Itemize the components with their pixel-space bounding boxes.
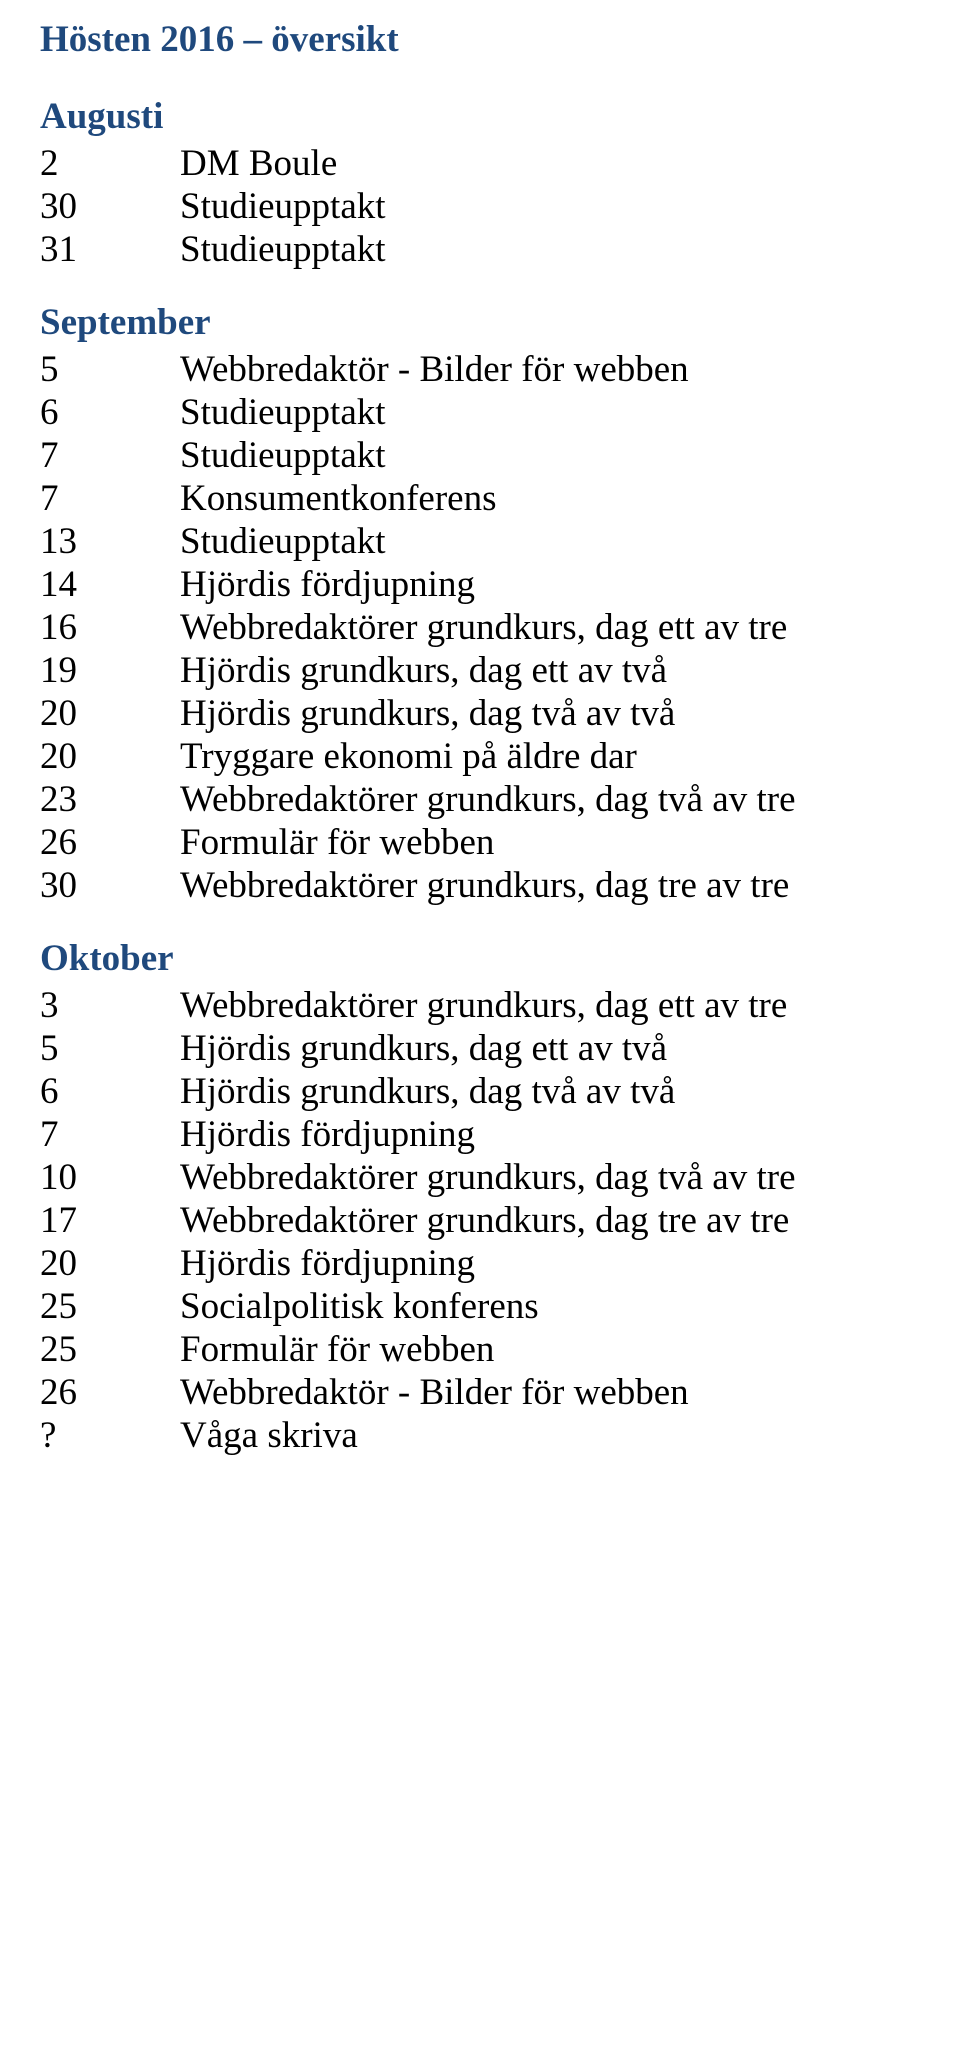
schedule-row: 7 Konsumentkonferens [40, 477, 920, 520]
schedule-day: 25 [40, 1285, 180, 1328]
schedule-row: 23 Webbredaktörer grundkurs, dag två av … [40, 778, 920, 821]
schedule-event: Studieupptakt [180, 434, 386, 477]
schedule-event: Hjördis grundkurs, dag ett av två [180, 649, 667, 692]
schedule-event: Studieupptakt [180, 520, 386, 563]
schedule-day: 19 [40, 649, 180, 692]
schedule-row: ? Våga skriva [40, 1414, 920, 1457]
schedule-event: Studieupptakt [180, 185, 386, 228]
section-title-augusti: Augusti [40, 95, 920, 138]
schedule-day: 3 [40, 984, 180, 1027]
schedule-event: Socialpolitisk konferens [180, 1285, 539, 1328]
schedule-row: 2 DM Boule [40, 142, 920, 185]
schedule-row: 25 Formulär för webben [40, 1328, 920, 1371]
schedule-event: Webbredaktörer grundkurs, dag tre av tre [180, 1199, 789, 1242]
schedule-day: 6 [40, 391, 180, 434]
schedule-day: 7 [40, 434, 180, 477]
schedule-event: Hjördis grundkurs, dag två av två [180, 1070, 675, 1113]
schedule-day: 13 [40, 520, 180, 563]
schedule-day: 7 [40, 477, 180, 520]
schedule-event: Formulär för webben [180, 821, 494, 864]
schedule-event: Formulär för webben [180, 1328, 494, 1371]
schedule-event: Webbredaktörer grundkurs, dag ett av tre [180, 984, 787, 1027]
schedule-row: 26 Webbredaktör - Bilder för webben [40, 1371, 920, 1414]
schedule-row: 19 Hjördis grundkurs, dag ett av två [40, 649, 920, 692]
schedule-row: 17 Webbredaktörer grundkurs, dag tre av … [40, 1199, 920, 1242]
schedule-day: 20 [40, 735, 180, 778]
schedule-event: Studieupptakt [180, 391, 386, 434]
schedule-event: Webbredaktör - Bilder för webben [180, 1371, 689, 1414]
schedule-row: 13 Studieupptakt [40, 520, 920, 563]
schedule-day: 10 [40, 1156, 180, 1199]
schedule-day: 30 [40, 864, 180, 907]
schedule-day: 26 [40, 1371, 180, 1414]
schedule-day: 31 [40, 228, 180, 271]
schedule-row: 16 Webbredaktörer grundkurs, dag ett av … [40, 606, 920, 649]
schedule-event: Webbredaktör - Bilder för webben [180, 348, 689, 391]
schedule-day: 6 [40, 1070, 180, 1113]
schedule-event: Webbredaktörer grundkurs, dag två av tre [180, 1156, 796, 1199]
schedule-day: 16 [40, 606, 180, 649]
schedule-event: DM Boule [180, 142, 337, 185]
schedule-event: Webbredaktörer grundkurs, dag tre av tre [180, 864, 789, 907]
schedule-event: Våga skriva [180, 1414, 358, 1457]
schedule-row: 14 Hjördis fördjupning [40, 563, 920, 606]
schedule-row: 31 Studieupptakt [40, 228, 920, 271]
schedule-day: 14 [40, 563, 180, 606]
schedule-row: 20 Hjördis grundkurs, dag två av två [40, 692, 920, 735]
schedule-day: ? [40, 1414, 180, 1457]
schedule-event: Konsumentkonferens [180, 477, 497, 520]
schedule-day: 25 [40, 1328, 180, 1371]
schedule-day: 30 [40, 185, 180, 228]
schedule-row: 20 Hjördis fördjupning [40, 1242, 920, 1285]
schedule-day: 2 [40, 142, 180, 185]
schedule-day: 20 [40, 692, 180, 735]
schedule-row: 5 Webbredaktör - Bilder för webben [40, 348, 920, 391]
schedule-day: 7 [40, 1113, 180, 1156]
page-title: Hösten 2016 – översikt [40, 18, 920, 61]
schedule-event: Hjördis grundkurs, dag två av två [180, 692, 675, 735]
schedule-row: 26 Formulär för webben [40, 821, 920, 864]
schedule-row: 30 Webbredaktörer grundkurs, dag tre av … [40, 864, 920, 907]
schedule-event: Webbredaktörer grundkurs, dag två av tre [180, 778, 796, 821]
schedule-day: 26 [40, 821, 180, 864]
section-title-oktober: Oktober [40, 937, 920, 980]
schedule-row: 5 Hjördis grundkurs, dag ett av två [40, 1027, 920, 1070]
schedule-row: 30 Studieupptakt [40, 185, 920, 228]
section-title-september: September [40, 301, 920, 344]
schedule-row: 6 Hjördis grundkurs, dag två av två [40, 1070, 920, 1113]
schedule-day: 5 [40, 1027, 180, 1070]
schedule-event: Tryggare ekonomi på äldre dar [180, 735, 637, 778]
schedule-event: Hjördis grundkurs, dag ett av två [180, 1027, 667, 1070]
schedule-row: 6 Studieupptakt [40, 391, 920, 434]
section-rows-september: 5 Webbredaktör - Bilder för webben 6 Stu… [40, 348, 920, 907]
schedule-event: Hjördis fördjupning [180, 1242, 475, 1285]
schedule-row: 7 Studieupptakt [40, 434, 920, 477]
schedule-row: 25 Socialpolitisk konferens [40, 1285, 920, 1328]
schedule-row: 3 Webbredaktörer grundkurs, dag ett av t… [40, 984, 920, 1027]
schedule-event: Hjördis fördjupning [180, 563, 475, 606]
schedule-event: Webbredaktörer grundkurs, dag ett av tre [180, 606, 787, 649]
section-rows-oktober: 3 Webbredaktörer grundkurs, dag ett av t… [40, 984, 920, 1457]
schedule-day: 17 [40, 1199, 180, 1242]
schedule-row: 7 Hjördis fördjupning [40, 1113, 920, 1156]
schedule-event: Studieupptakt [180, 228, 386, 271]
schedule-row: 20 Tryggare ekonomi på äldre dar [40, 735, 920, 778]
schedule-event: Hjördis fördjupning [180, 1113, 475, 1156]
schedule-row: 10 Webbredaktörer grundkurs, dag två av … [40, 1156, 920, 1199]
schedule-day: 5 [40, 348, 180, 391]
section-rows-augusti: 2 DM Boule 30 Studieupptakt 31 Studieupp… [40, 142, 920, 271]
schedule-day: 23 [40, 778, 180, 821]
schedule-day: 20 [40, 1242, 180, 1285]
